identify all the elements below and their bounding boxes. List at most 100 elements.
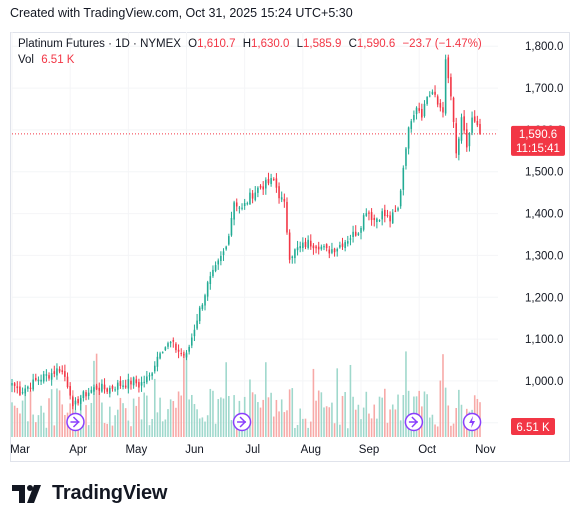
candle-body bbox=[127, 379, 130, 389]
volume-bar bbox=[175, 407, 177, 437]
volume-bar bbox=[204, 421, 206, 437]
candle-body bbox=[397, 208, 399, 211]
low-value: 1,585.9 bbox=[303, 38, 342, 50]
candle-body bbox=[230, 217, 233, 236]
candle-body bbox=[135, 379, 138, 384]
candle-body bbox=[175, 343, 177, 351]
candle-body bbox=[95, 385, 98, 390]
volume-bar bbox=[331, 402, 333, 437]
dividend-arrow-icon[interactable] bbox=[232, 412, 252, 432]
y-tick-label: 1,200.0 bbox=[525, 292, 563, 304]
volume-bar bbox=[185, 354, 188, 437]
candle-body bbox=[167, 343, 169, 347]
candle-body bbox=[352, 231, 354, 238]
candle-body bbox=[153, 365, 156, 372]
candle-body bbox=[138, 382, 140, 388]
candle-body bbox=[206, 282, 209, 297]
candle-body bbox=[148, 375, 151, 377]
candle-body bbox=[283, 198, 286, 202]
candle-body bbox=[116, 382, 119, 390]
volume-bar bbox=[109, 406, 111, 437]
candle-body bbox=[354, 231, 357, 236]
volume-bar bbox=[455, 408, 457, 437]
x-tick-label: May bbox=[125, 444, 147, 456]
volume-bar bbox=[230, 420, 233, 437]
volume-bar bbox=[418, 390, 420, 437]
volume-bar bbox=[288, 389, 291, 437]
lightning-icon[interactable] bbox=[462, 412, 482, 432]
volume-bar bbox=[37, 415, 40, 437]
volume-bar bbox=[124, 408, 127, 437]
candle-body bbox=[13, 383, 16, 386]
volume-bar bbox=[167, 409, 169, 437]
volume-bar bbox=[228, 395, 230, 437]
volume-bar bbox=[183, 350, 185, 437]
volume-bar bbox=[399, 420, 402, 437]
price-chart[interactable]: 1,800.01,700.01,600.01,500.01,400.01,300… bbox=[10, 32, 570, 462]
tradingview-wordmark: TradingView bbox=[52, 482, 168, 504]
volume-bar bbox=[32, 414, 34, 437]
gridlines bbox=[11, 32, 498, 437]
volume-bar bbox=[156, 412, 159, 437]
candle-body bbox=[66, 376, 69, 388]
volume-bar bbox=[106, 423, 108, 437]
volume-bar bbox=[278, 411, 280, 437]
tradingview-logo-icon bbox=[12, 484, 41, 503]
change-value: −23.7 (−1.47%) bbox=[402, 38, 482, 50]
candle-body bbox=[193, 329, 196, 337]
candle-body bbox=[151, 373, 153, 376]
volume-bar bbox=[328, 407, 331, 437]
volume-bar bbox=[249, 379, 251, 437]
candle-body bbox=[82, 391, 85, 399]
volume-bar bbox=[307, 427, 309, 437]
dividend-arrow-icon[interactable] bbox=[66, 412, 85, 432]
volume-bar bbox=[407, 390, 410, 437]
volume-label: Vol bbox=[18, 54, 34, 66]
y-tick-label: 1,100.0 bbox=[525, 334, 563, 346]
candle-body bbox=[251, 193, 254, 199]
candle-body bbox=[391, 212, 394, 224]
candle-body bbox=[140, 382, 143, 386]
candle-body bbox=[331, 249, 333, 253]
volume-bar bbox=[370, 418, 373, 437]
volume-bar bbox=[257, 402, 259, 437]
symbol-title: Platinum Futures · 1D · NYMEX bbox=[18, 38, 181, 50]
volume-bar bbox=[251, 392, 254, 437]
volume-bar bbox=[296, 424, 299, 437]
volume-bar bbox=[283, 412, 286, 437]
event-markers[interactable] bbox=[66, 412, 482, 432]
candle-body bbox=[362, 215, 365, 230]
candle-body bbox=[272, 178, 275, 180]
candle-body bbox=[323, 246, 325, 248]
candle-body bbox=[262, 186, 264, 190]
volume-bar bbox=[101, 402, 103, 437]
volume-bar bbox=[391, 404, 394, 437]
volume-tag-value: 6.51 K bbox=[516, 422, 550, 434]
volume-bar bbox=[280, 399, 283, 437]
candle-body bbox=[130, 380, 132, 385]
price-axis[interactable]: 1,800.01,700.01,600.01,500.01,400.01,300… bbox=[525, 41, 563, 430]
volume-bar bbox=[431, 414, 434, 437]
candle-body bbox=[217, 260, 220, 265]
candle-body bbox=[228, 236, 230, 245]
candle-body bbox=[407, 127, 410, 149]
candle-body bbox=[172, 340, 175, 342]
volume-bar bbox=[177, 391, 180, 437]
volume-bar bbox=[275, 399, 278, 437]
last-price-value: 1,590.6 bbox=[519, 129, 557, 141]
candle-body bbox=[336, 249, 339, 252]
x-tick-label: Nov bbox=[475, 444, 496, 456]
volume-bar bbox=[317, 390, 320, 437]
volume-bar bbox=[452, 423, 455, 437]
candle-body bbox=[389, 215, 391, 222]
candle-body bbox=[265, 179, 267, 189]
volume-bar bbox=[119, 397, 122, 437]
volume-bar bbox=[373, 404, 376, 437]
dividend-arrow-icon[interactable] bbox=[404, 412, 424, 432]
candle-body bbox=[270, 178, 272, 184]
candle-body bbox=[183, 354, 185, 356]
time-axis[interactable]: Mar Apr May Jun Jul Aug Sep Oct Nov bbox=[10, 444, 496, 456]
volume-bar bbox=[270, 392, 272, 437]
volume-bar bbox=[426, 394, 428, 437]
volume-bar bbox=[312, 368, 315, 437]
